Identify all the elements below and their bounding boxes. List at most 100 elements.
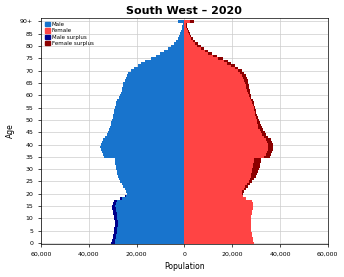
Bar <box>112 237 116 239</box>
Bar <box>184 104 254 106</box>
Bar <box>103 153 184 156</box>
Bar <box>253 104 254 106</box>
Bar <box>252 170 258 173</box>
Bar <box>112 239 184 242</box>
Bar <box>190 20 194 23</box>
Bar <box>116 104 184 106</box>
Bar <box>115 225 184 227</box>
Bar <box>115 222 184 225</box>
Bar <box>184 215 251 217</box>
Bar <box>218 57 223 60</box>
Bar <box>184 198 246 200</box>
Bar <box>107 134 184 136</box>
Bar <box>244 79 248 82</box>
Bar <box>189 32 190 35</box>
Bar <box>184 138 271 141</box>
Bar <box>120 198 122 200</box>
Bar <box>184 185 248 188</box>
Bar <box>257 119 259 121</box>
Bar <box>127 74 184 77</box>
Bar <box>112 116 184 119</box>
Bar <box>168 47 184 50</box>
Bar <box>184 32 190 35</box>
Bar <box>242 193 243 195</box>
Bar <box>181 30 184 32</box>
Bar <box>251 99 253 101</box>
Bar <box>184 67 238 70</box>
Bar <box>184 222 251 225</box>
Bar <box>184 119 259 121</box>
Legend: Male, Female, Male surplus, Female surplus: Male, Female, Male surplus, Female surpl… <box>44 20 96 47</box>
Bar <box>114 215 117 217</box>
Bar <box>179 35 184 37</box>
Bar <box>184 35 192 37</box>
Bar <box>111 242 184 244</box>
Bar <box>253 163 260 165</box>
Bar <box>268 146 273 148</box>
Bar <box>122 89 184 92</box>
Bar <box>252 101 254 104</box>
Bar <box>231 65 235 67</box>
Bar <box>240 72 244 75</box>
Bar <box>243 77 247 79</box>
Bar <box>114 232 184 234</box>
Bar <box>235 67 238 70</box>
Bar <box>155 55 184 57</box>
Bar <box>184 151 272 153</box>
Bar <box>128 72 184 75</box>
Bar <box>184 193 243 195</box>
Bar <box>111 124 184 126</box>
Bar <box>184 225 251 227</box>
Bar <box>112 202 184 205</box>
Bar <box>262 134 266 136</box>
Bar <box>184 124 261 126</box>
Bar <box>191 37 193 40</box>
Bar <box>101 143 184 146</box>
Bar <box>184 188 246 190</box>
Bar <box>184 20 194 23</box>
Bar <box>184 183 250 185</box>
Bar <box>184 129 264 131</box>
Bar <box>102 151 184 153</box>
Bar <box>115 158 184 161</box>
Bar <box>184 207 253 210</box>
Bar <box>224 60 228 62</box>
Bar <box>101 148 184 151</box>
Bar <box>254 106 255 109</box>
Bar <box>113 234 116 237</box>
Bar <box>184 47 204 50</box>
Bar <box>184 45 201 47</box>
Bar <box>114 111 184 114</box>
Bar <box>112 207 184 210</box>
Bar <box>184 92 250 94</box>
Bar <box>123 185 184 188</box>
Bar <box>114 229 117 232</box>
Bar <box>184 55 217 57</box>
Bar <box>260 129 264 131</box>
Bar <box>184 89 250 92</box>
Bar <box>115 160 184 163</box>
Bar <box>104 156 184 158</box>
Bar <box>184 202 253 205</box>
Bar <box>246 84 249 87</box>
Bar <box>109 129 184 131</box>
Bar <box>122 87 184 89</box>
Bar <box>244 188 246 190</box>
Bar <box>102 141 184 143</box>
Bar <box>121 92 184 94</box>
Bar <box>110 126 184 129</box>
Bar <box>114 200 184 202</box>
Bar <box>184 200 252 202</box>
Bar <box>268 148 273 151</box>
Bar <box>238 70 242 72</box>
Bar <box>184 23 186 25</box>
Bar <box>164 50 184 52</box>
X-axis label: Population: Population <box>164 262 205 271</box>
Bar <box>184 126 262 129</box>
Bar <box>184 165 260 168</box>
Bar <box>184 141 272 143</box>
Bar <box>184 116 258 119</box>
Bar <box>258 124 261 126</box>
Bar <box>250 178 254 180</box>
Bar <box>255 114 257 116</box>
